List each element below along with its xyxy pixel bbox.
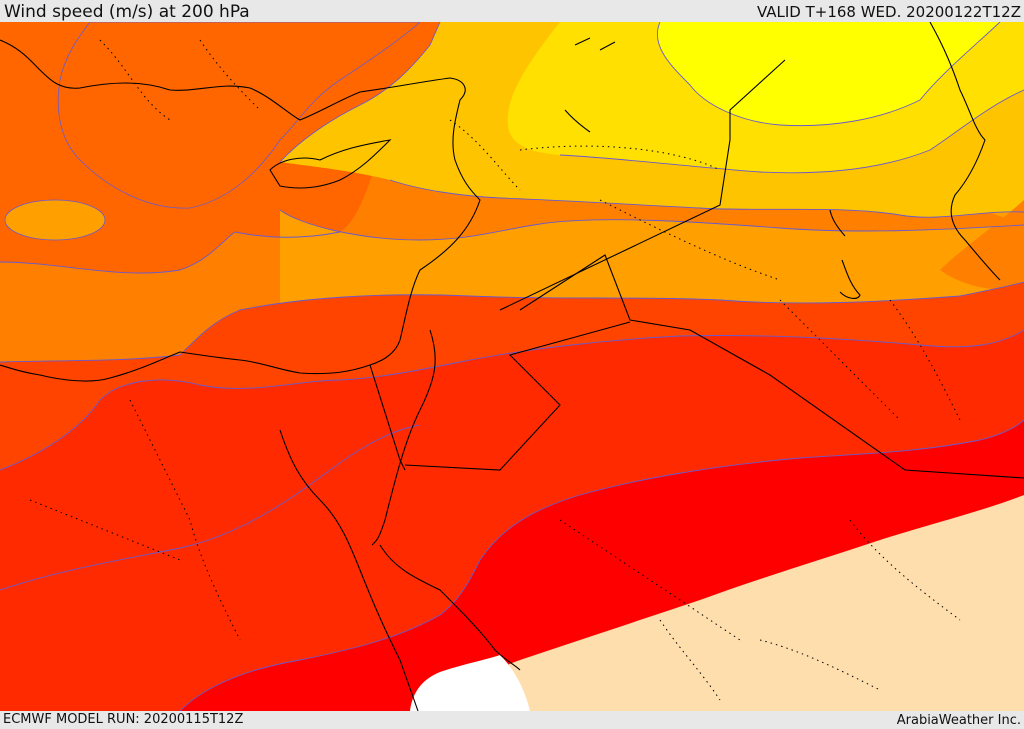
wind-speed-map [0, 22, 1024, 711]
map-canvas [0, 22, 1024, 711]
map-title: Wind speed (m/s) at 200 hPa [4, 2, 250, 22]
internal-borders [29, 39, 961, 701]
footer-bar: ECMWF MODEL RUN: 20200115T12Z ArabiaWeat… [0, 711, 1024, 729]
band-yellow [657, 22, 1000, 126]
region-low-speed-tan [420, 495, 1024, 711]
credit-label: ArabiaWeather Inc. [896, 713, 1021, 728]
coastlines-and-borders [0, 22, 1024, 711]
region-white [410, 655, 530, 711]
patch-light-orange-west [4, 199, 106, 241]
model-run-label: ECMWF MODEL RUN: 20200115T12Z [3, 712, 244, 727]
header-bar: Wind speed (m/s) at 200 hPa VALID T+168 … [0, 0, 1024, 22]
patch-dark-orange-east [940, 200, 1024, 291]
valid-time-label: VALID T+168 WED. 20200122T12Z [756, 3, 1021, 21]
